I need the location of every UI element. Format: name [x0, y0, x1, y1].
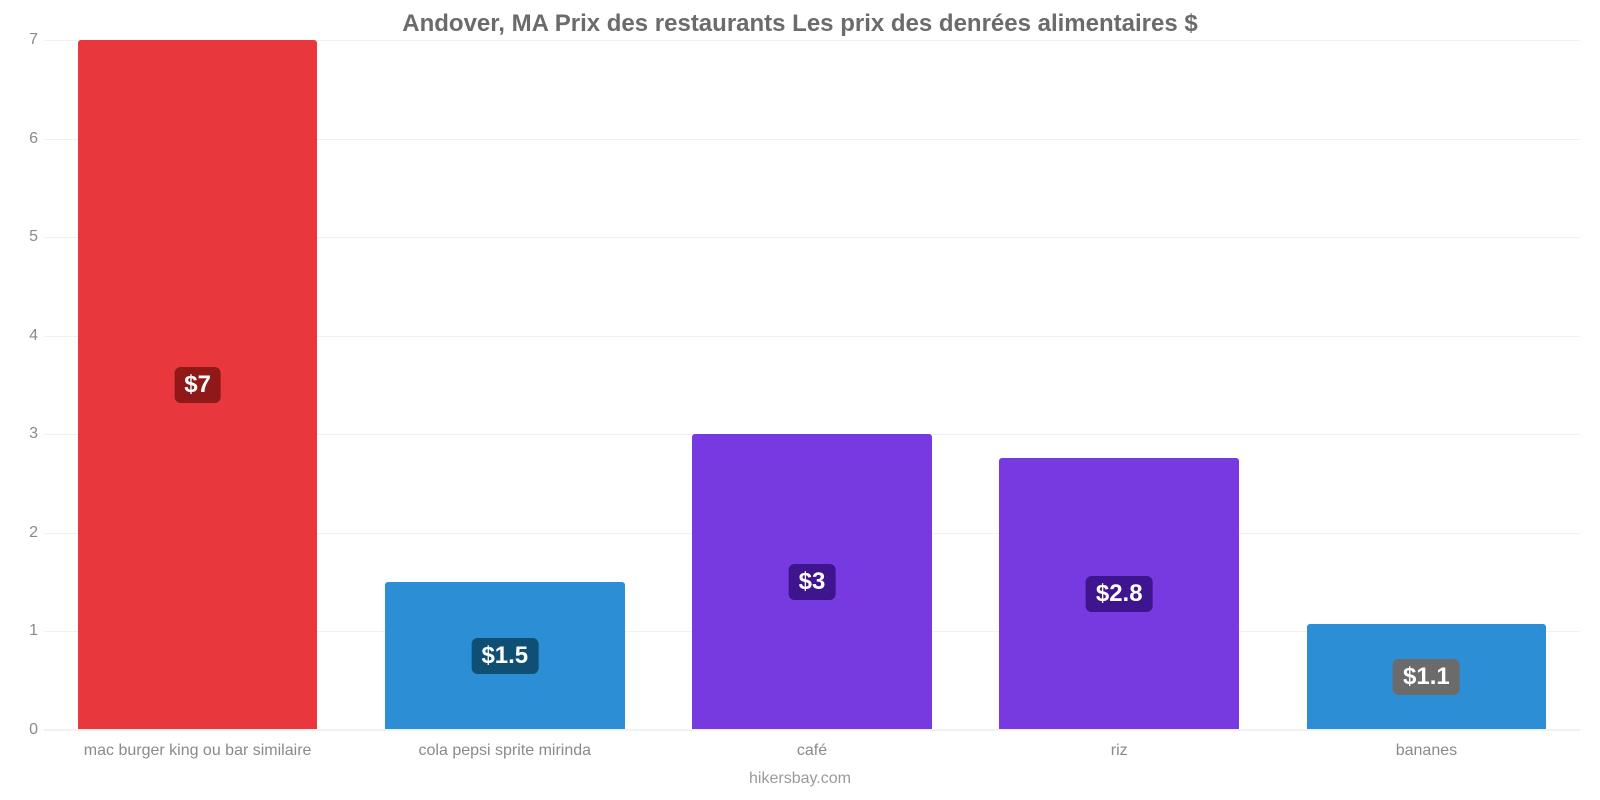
value-label: $1.1	[1393, 659, 1460, 695]
y-tick-label: 4	[10, 327, 38, 345]
price-bar-chart: Andover, MA Prix des restaurants Les pri…	[0, 0, 1600, 800]
x-axis-label: bananes	[1273, 742, 1580, 760]
value-label: $1.5	[471, 638, 538, 674]
bar-slot: $1.1	[1273, 40, 1580, 730]
x-axis-label: café	[658, 742, 965, 760]
value-label: $2.8	[1086, 576, 1153, 612]
bar-slot: $3	[658, 40, 965, 730]
y-tick-label: 6	[10, 130, 38, 148]
chart-title: Andover, MA Prix des restaurants Les pri…	[0, 10, 1600, 38]
bar-slot: $7	[44, 40, 351, 730]
y-tick-label: 5	[10, 228, 38, 246]
x-axis-baseline	[44, 729, 1580, 730]
y-tick-label: 0	[10, 721, 38, 739]
y-tick-label: 3	[10, 425, 38, 443]
value-label: $3	[789, 564, 836, 600]
x-axis-label: riz	[966, 742, 1273, 760]
bar-slot: $2.8	[966, 40, 1273, 730]
y-tick-label: 7	[10, 31, 38, 49]
value-label: $7	[174, 367, 221, 403]
y-tick-label: 2	[10, 524, 38, 542]
chart-footer: hikersbay.com	[0, 770, 1600, 788]
x-axis-label: mac burger king ou bar similaire	[44, 742, 351, 760]
gridline	[44, 730, 1580, 731]
bars-row: $7 $1.5 $3 $2.8 $1.1	[44, 40, 1580, 730]
y-tick-label: 1	[10, 622, 38, 640]
x-axis-labels: mac burger king ou bar similairecola pep…	[44, 742, 1580, 760]
bar-slot: $1.5	[351, 40, 658, 730]
x-axis-label: cola pepsi sprite mirinda	[351, 742, 658, 760]
plot-area: 01234567 $7$1.5$3$2.8$1.1	[44, 40, 1580, 730]
